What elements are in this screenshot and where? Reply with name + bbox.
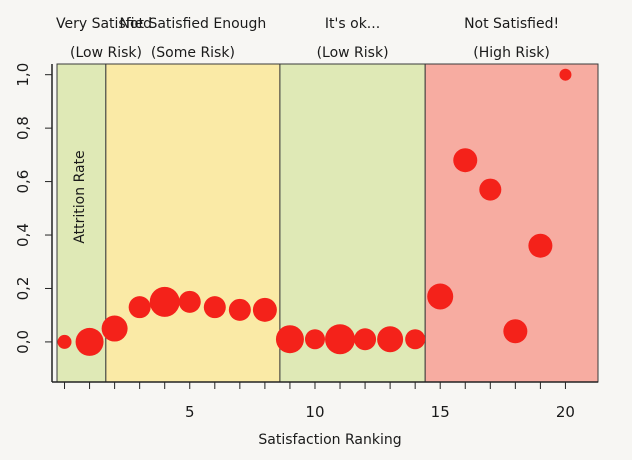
data-point-1: [75, 327, 104, 356]
zone-1-title: Very Satisfied: [56, 16, 152, 32]
x-tick-label-20: 20: [556, 403, 575, 421]
x-tick-label-10: 10: [305, 403, 324, 421]
x-tick-label-5: 5: [185, 403, 195, 421]
y-tick-label-4: 0,8: [14, 116, 32, 140]
data-point-16: [453, 148, 478, 173]
zone-3-band: [279, 63, 426, 383]
data-point-3: [128, 296, 151, 319]
data-point-14: [405, 329, 426, 350]
zone-1-band: [56, 63, 107, 383]
data-point-11: [325, 324, 356, 355]
zone-labels: Very Satisfied (Low Risk) Not Satisfied En…: [56, 16, 559, 61]
zone-4-title: Not Satisfied!: [464, 16, 559, 32]
y-tick-label-5: 1,0: [14, 63, 32, 87]
data-point-7: [228, 298, 251, 321]
risk-zones: [56, 63, 599, 383]
data-point-18: [503, 319, 528, 344]
y-tick-label-1: 0,2: [14, 277, 32, 301]
zone-2-subtitle: (Some Risk): [151, 45, 235, 61]
x-tick-label-15: 15: [431, 403, 450, 421]
y-axis-title: Attrition Rate: [72, 150, 88, 243]
data-point-15: [427, 283, 454, 310]
y-tick-label-3: 0,6: [14, 170, 32, 194]
x-axis-title: Satisfaction Ranking: [258, 432, 401, 448]
data-point-13: [377, 326, 404, 353]
data-point-19: [528, 233, 553, 258]
data-point-6: [203, 296, 226, 319]
data-point-4: [149, 286, 180, 317]
zone-1-subtitle: (Low Risk): [70, 45, 142, 61]
data-point-17: [479, 178, 502, 201]
data-point-5: [178, 290, 201, 313]
data-point-20: [559, 68, 572, 81]
data-point-8: [252, 297, 277, 322]
zone-2-band: [105, 63, 281, 383]
axes: 5 10 15 20 0,0 0,2 0,4 0,6 0,8 1,0: [14, 63, 598, 421]
data-point-2: [101, 315, 128, 342]
data-point-0: [57, 334, 72, 349]
y-tick-label-2: 0,4: [14, 223, 32, 247]
zone-3-title: It's ok...: [325, 16, 380, 32]
zone-4-subtitle: (High Risk): [473, 45, 550, 61]
data-point-12: [354, 328, 377, 351]
zone-2-title: Not Satisfied Enough: [119, 16, 266, 32]
zone-3-subtitle: (Low Risk): [317, 45, 389, 61]
data-point-9: [275, 325, 304, 354]
data-point-10: [304, 329, 325, 350]
data-points: [57, 68, 572, 356]
y-tick-label-0: 0,0: [14, 330, 32, 354]
